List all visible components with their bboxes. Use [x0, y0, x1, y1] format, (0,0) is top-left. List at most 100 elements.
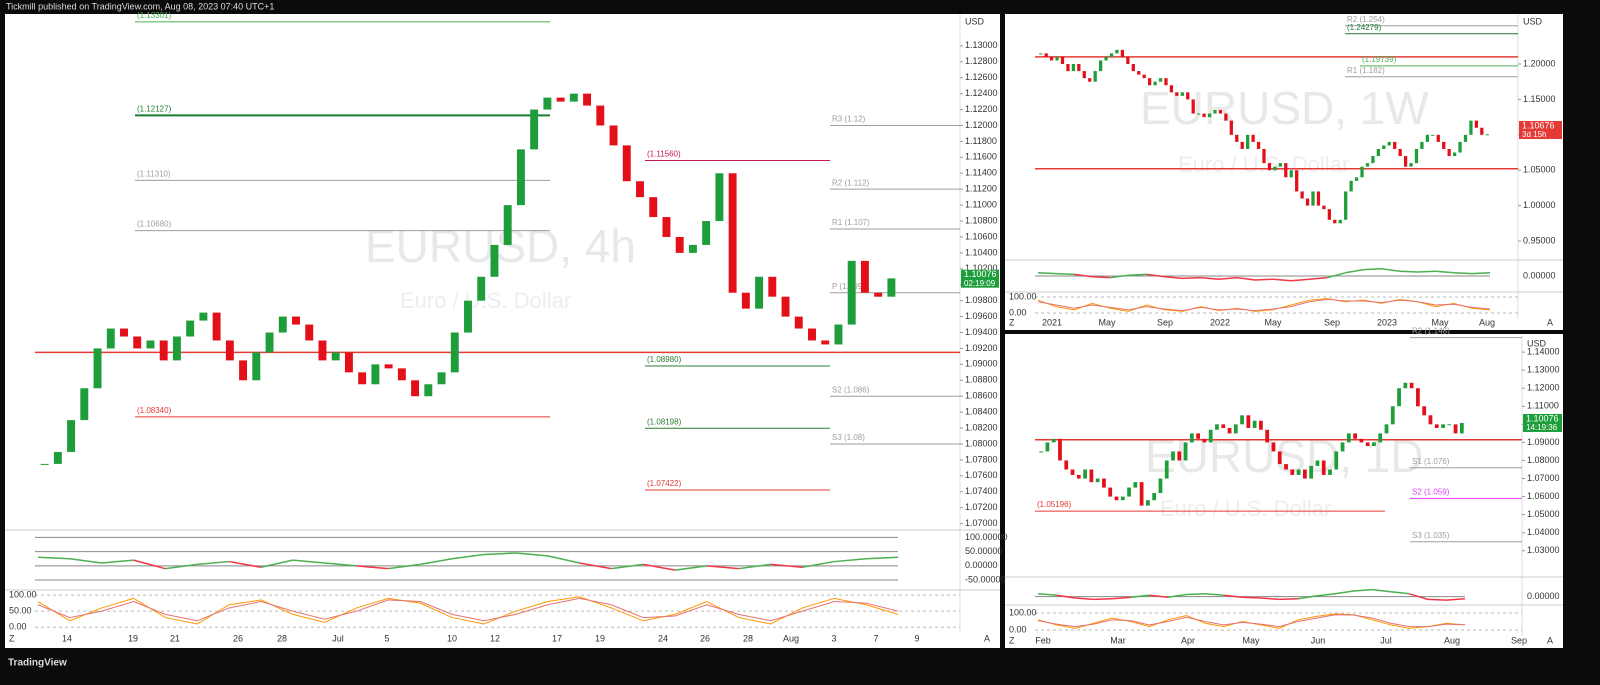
- level-label: (1.12127): [137, 104, 172, 113]
- osc-segment: [1128, 273, 1147, 276]
- candle: [1045, 442, 1050, 452]
- candle: [252, 352, 261, 381]
- x-tick-label: Sep: [1324, 317, 1340, 327]
- candle: [1403, 382, 1408, 389]
- candle: [159, 340, 168, 361]
- level-label: (1.19739): [1362, 55, 1397, 64]
- osc-segment: [1297, 595, 1317, 600]
- candle: [1164, 460, 1169, 479]
- x-tick-label: 26: [700, 633, 710, 643]
- candle: [1256, 141, 1261, 149]
- candle: [1191, 99, 1195, 114]
- y-tick-label: 1.08000: [1527, 455, 1560, 465]
- candle: [172, 336, 181, 361]
- candle: [1422, 406, 1427, 416]
- y-tick-label: 0.95000: [1523, 235, 1556, 245]
- osc-segment: [1236, 276, 1256, 281]
- candle: [688, 244, 697, 253]
- osc-segment: [228, 560, 262, 568]
- y-tick-label: 1.07000: [965, 518, 998, 528]
- candle: [1229, 120, 1233, 135]
- candle: [1058, 438, 1062, 461]
- level-label: S1 (1.076): [1412, 457, 1450, 466]
- y-tick-label: 1.09600: [965, 311, 998, 321]
- y-tick-label: 1.11800: [965, 136, 997, 146]
- candle: [1186, 92, 1190, 100]
- osc-segment: [579, 562, 612, 570]
- candle: [1382, 145, 1386, 149]
- candle: [1371, 156, 1375, 164]
- candle: [1218, 110, 1223, 114]
- candle: [1284, 464, 1288, 470]
- candle: [1251, 134, 1255, 142]
- y-tick-label: 1.10600: [965, 231, 998, 241]
- candle: [834, 324, 843, 345]
- y-tick-label: 1.00000: [1523, 200, 1556, 210]
- symbol-description: Euro / U.S. Dollar: [1160, 496, 1331, 521]
- candle: [397, 368, 406, 381]
- panel-1d: [1005, 334, 1563, 648]
- candle: [1131, 63, 1135, 72]
- candle: [358, 372, 367, 385]
- candle: [305, 324, 314, 341]
- level-label: R3 (1.12): [832, 115, 866, 124]
- x-tick-label: 19: [595, 633, 605, 643]
- candle: [199, 312, 208, 321]
- osc-segment: [1435, 270, 1454, 274]
- candle: [1095, 478, 1100, 483]
- candle: [1284, 163, 1288, 178]
- candle: [133, 336, 142, 349]
- candle: [1267, 163, 1272, 171]
- candle: [1049, 56, 1054, 61]
- candle: [331, 352, 340, 361]
- candle: [464, 300, 472, 333]
- y-tick-label: 1.13000: [965, 40, 998, 50]
- stoch-line: [1037, 298, 1491, 312]
- stoch-tick-label: 50.00: [9, 606, 32, 616]
- candle: [1227, 427, 1232, 434]
- candle: [1252, 420, 1257, 428]
- y-tick-label: 1.07400: [965, 486, 998, 496]
- osc-segment: [1200, 276, 1219, 280]
- level-label: R2 (1.148): [1412, 327, 1450, 336]
- candle: [1441, 424, 1445, 428]
- y-tick-label: 1.07600: [965, 470, 998, 480]
- candle: [1233, 424, 1238, 434]
- candle: [1158, 478, 1163, 493]
- y-tick-label: 1.06000: [1527, 491, 1560, 501]
- candle: [120, 328, 128, 337]
- candle: [1265, 429, 1270, 443]
- osc-tick-label: 0.00000: [1523, 270, 1556, 280]
- stoch-tick-label: 100.00: [1009, 607, 1037, 617]
- currency: USD: [1523, 16, 1543, 26]
- candle: [1104, 56, 1108, 61]
- osc-segment: [1399, 270, 1418, 273]
- level-label: (1.10680): [137, 220, 172, 229]
- candle: [1409, 382, 1414, 389]
- stoch-line: [37, 597, 899, 622]
- candle: [1376, 148, 1380, 157]
- y-tick-label: 1.12000: [1527, 383, 1560, 393]
- candle: [1278, 163, 1282, 167]
- candle: [1224, 113, 1228, 121]
- level-label: S2 (1.059): [1412, 488, 1450, 497]
- x-tick-label: Aug: [1444, 635, 1460, 645]
- x-tick-label: Feb: [1035, 635, 1051, 645]
- osc-segment: [292, 559, 325, 564]
- candle: [1082, 71, 1086, 79]
- candle: [596, 105, 605, 126]
- osc-tick-label: -50.00000: [965, 574, 1006, 584]
- candle: [1148, 78, 1152, 86]
- candle: [1202, 113, 1206, 118]
- candle: [1189, 433, 1194, 443]
- stoch-line: [37, 596, 899, 625]
- candle: [1485, 134, 1489, 136]
- osc-segment: [1056, 594, 1076, 599]
- candle: [887, 278, 896, 297]
- y-tick-label: 1.11000: [1527, 401, 1559, 411]
- candle: [1039, 451, 1044, 453]
- candle: [1126, 56, 1130, 64]
- osc-segment: [1110, 274, 1129, 279]
- candle: [1393, 141, 1397, 149]
